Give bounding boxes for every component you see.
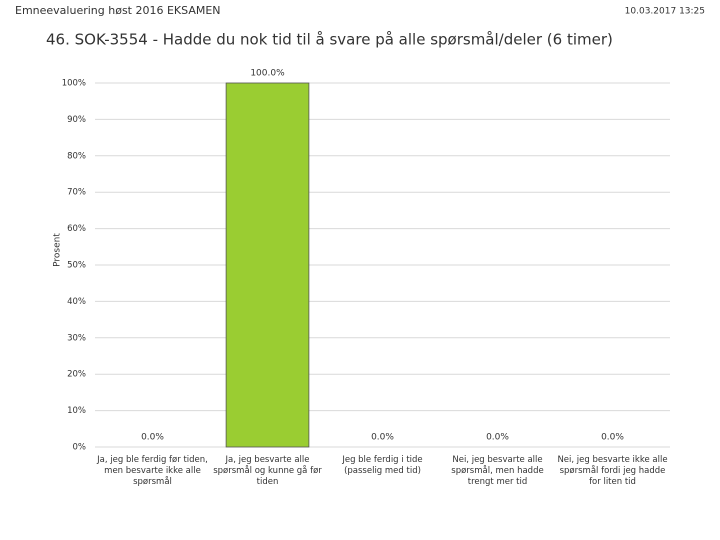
- value-label: 0.0%: [141, 433, 164, 443]
- y-axis-label: Prosent: [53, 233, 63, 267]
- x-tick-label: Nei, jeg besvarte ikke alle spørsmål for…: [557, 455, 668, 487]
- y-tick-label: 80%: [67, 151, 86, 161]
- header-left: Emneevaluering høst 2016 EKSAMEN: [15, 4, 221, 17]
- y-tick-label: 50%: [67, 261, 86, 271]
- value-label: 0.0%: [486, 433, 509, 443]
- y-tick-label: 10%: [67, 406, 86, 416]
- y-tick-label: 30%: [67, 333, 86, 343]
- y-tick-label: 40%: [67, 297, 86, 307]
- value-label: 0.0%: [601, 433, 624, 443]
- y-tick-label: 90%: [67, 115, 86, 125]
- chart-title: 46. SOK-3554 - Hadde du nok tid til å sv…: [46, 31, 613, 49]
- x-tick-label: Ja, jeg ble ferdig før tiden, men besvar…: [97, 455, 208, 487]
- y-tick-label: 0%: [73, 443, 87, 453]
- x-tick-label: Nei, jeg besvarte alle spørsmål, men had…: [451, 455, 544, 487]
- value-label: 100.0%: [250, 69, 285, 79]
- x-tick-label: Ja, jeg besvarte alle spørsmål og kunne …: [213, 455, 322, 487]
- y-tick-label: 60%: [67, 224, 86, 234]
- header-right: 10.03.2017 13:25: [625, 7, 705, 17]
- y-tick-label: 20%: [67, 370, 86, 380]
- bar: [225, 82, 310, 448]
- y-tick-label: 70%: [67, 188, 86, 198]
- y-tick-label: 100%: [62, 79, 86, 89]
- value-label: 0.0%: [371, 433, 394, 443]
- x-tick-label: Jeg ble ferdig i tide (passelig med tid): [342, 455, 423, 476]
